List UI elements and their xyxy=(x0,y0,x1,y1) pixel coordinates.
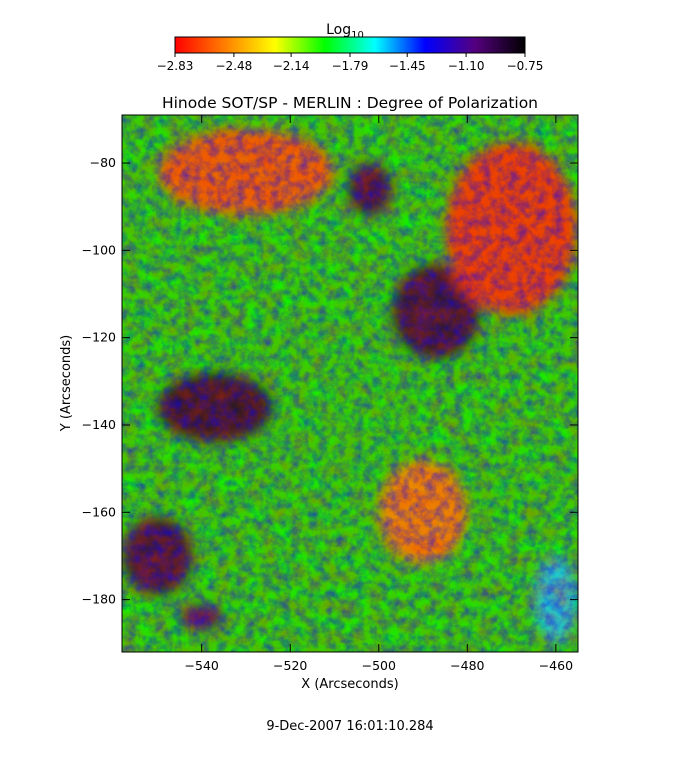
x-tick-label: −460 xyxy=(539,658,573,673)
y-axis: −80 −100 −120 −140 −160 −180 xyxy=(82,155,578,607)
y-tick-label: −140 xyxy=(82,417,116,432)
colorbar-tick-label: −1.45 xyxy=(389,59,426,73)
timestamp-footer: 9-Dec-2007 16:01:10.284 xyxy=(266,719,433,734)
colorbar-ticks: −2.83 −2.48 −2.14 −1.79 −1.45 −1.10 −0.75 xyxy=(157,53,544,73)
colorbar-tick-label: −2.83 xyxy=(157,59,194,73)
plot-frame xyxy=(121,114,579,653)
x-axis-label: X (Arcseconds) xyxy=(301,677,398,692)
colorbar: Log10 −2.83 −2.48 −2.14 −1.79 −1.45 −1.10 −0.7… xyxy=(157,22,544,73)
x-tick-label: −500 xyxy=(362,658,396,673)
y-tick-label: −120 xyxy=(82,330,116,345)
x-tick-label: −520 xyxy=(273,658,307,673)
colorbar-gradient xyxy=(174,36,526,54)
chart-title: Hinode SOT/SP - MERLIN : Degree of Polar… xyxy=(162,94,538,112)
x-tick-label: −540 xyxy=(185,658,219,673)
colorbar-tick-label: −1.10 xyxy=(448,59,485,73)
x-axis: −540 −520 −500 −480 −460 xyxy=(185,115,573,673)
colorbar-title: Log10 xyxy=(326,22,364,41)
colorbar-tick-label: −2.48 xyxy=(216,59,253,73)
colorbar-tick-label: −0.75 xyxy=(507,59,544,73)
heatmap-noise-blue xyxy=(122,115,578,652)
y-tick-label: −80 xyxy=(90,155,116,170)
y-axis-label: Y (Arcseconds) xyxy=(59,335,74,432)
colorbar-tick-label: −2.14 xyxy=(273,59,310,73)
y-tick-label: −100 xyxy=(82,242,116,257)
x-tick-label: −480 xyxy=(450,658,484,673)
y-tick-label: −180 xyxy=(82,592,116,607)
heatmap-plot xyxy=(122,115,578,652)
y-tick-label: −160 xyxy=(82,504,116,519)
colorbar-tick-label: −1.79 xyxy=(332,59,369,73)
